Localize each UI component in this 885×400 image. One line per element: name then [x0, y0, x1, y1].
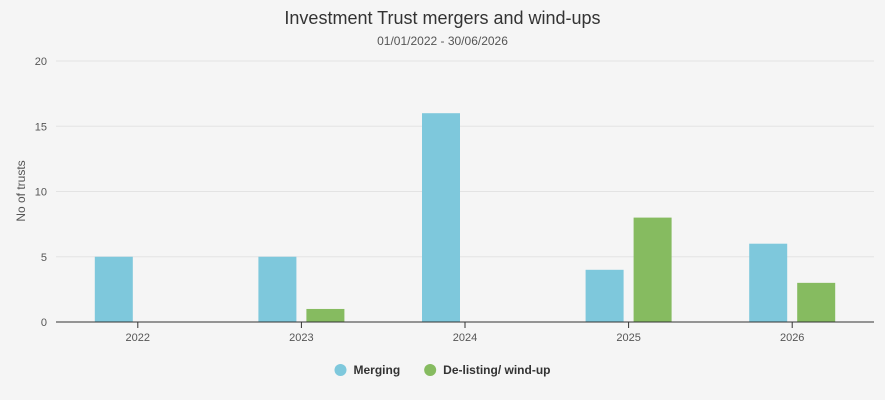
y-tick-label: 10 — [35, 187, 47, 199]
x-tick-label: 2022 — [126, 332, 150, 344]
bar-merging-2025[interactable] — [585, 269, 624, 322]
legend-label: De-listing/ wind-up — [443, 363, 550, 377]
y-tick-label: 20 — [35, 56, 47, 68]
y-axis-title: No of trusts — [14, 160, 28, 221]
legend-item-de-listing-wind-up[interactable]: De-listing/ wind-up — [424, 363, 551, 377]
x-tick-label: 2023 — [289, 332, 313, 344]
y-tick-label: 15 — [35, 121, 47, 133]
legend[interactable]: Merging De-listing/ wind-up — [334, 363, 551, 377]
bar-merging-2026[interactable] — [749, 243, 788, 322]
bar-de-listing-wind-up-2026[interactable] — [797, 282, 836, 322]
axis-layer: 0 5 10 15 20 2022 2023 2024 2025 2026 — [35, 56, 874, 344]
chart-title: Investment Trust mergers and wind-ups — [284, 8, 600, 28]
x-tick-label: 2024 — [453, 332, 477, 344]
legend-label: Merging — [354, 363, 401, 377]
bar-de-listing-wind-up-2025[interactable] — [633, 217, 672, 322]
y-tick-label: 0 — [41, 317, 47, 329]
grid-layer — [56, 60, 874, 258]
legend-marker — [334, 364, 347, 376]
x-tick-label: 2026 — [780, 332, 804, 344]
bar-merging-2022[interactable] — [94, 256, 133, 322]
legend-item-merging[interactable]: Merging — [334, 363, 401, 377]
bars-layer — [94, 113, 836, 322]
chart-subtitle: 01/01/2022 - 30/06/2026 — [377, 34, 508, 48]
x-tick-label: 2025 — [616, 332, 640, 344]
legend-marker — [424, 364, 437, 376]
y-tick-label: 5 — [41, 252, 47, 264]
bar-de-listing-wind-up-2023[interactable] — [306, 308, 345, 322]
bar-merging-2024[interactable] — [422, 113, 460, 322]
bar-merging-2023[interactable] — [258, 256, 297, 322]
